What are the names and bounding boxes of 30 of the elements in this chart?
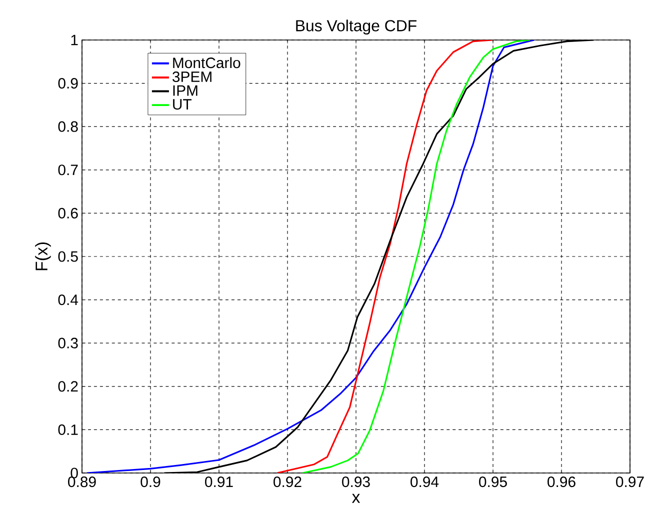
legend-label: IPM (173, 85, 198, 96)
x-tick-label: 0.9 (140, 476, 160, 488)
y-tick-label: 0.3 (58, 338, 78, 348)
y-tick-label: 0.6 (58, 208, 78, 218)
x-tick-label: 0.95 (479, 476, 507, 488)
x-tick-label: 0.91 (205, 476, 233, 488)
x-tick-label: 0.89 (68, 476, 96, 488)
x-axis-title: x (352, 494, 360, 503)
x-tick-label: 0.96 (548, 476, 576, 488)
line-series (302, 40, 531, 473)
x-tick-label: 0.97 (616, 476, 644, 488)
y-tick-label: 0.2 (58, 381, 78, 392)
y-axis-title: F(x) (35, 242, 51, 270)
legend-label: UT (173, 99, 192, 110)
y-tick-label: 0.5 (58, 251, 78, 262)
y-tick-label: 0.9 (58, 78, 78, 89)
x-tick-label: 0.93 (342, 476, 370, 488)
y-tick-label: 0.7 (58, 164, 78, 176)
chart-title: Bus Voltage CDF (296, 20, 416, 34)
x-tick-label: 0.94 (410, 476, 439, 488)
y-tick-label: 1 (71, 34, 78, 46)
x-tick-label: 0.92 (274, 476, 302, 488)
line-series (86, 40, 535, 473)
legend-label: MontCarlo (173, 57, 240, 68)
y-tick-label: 0 (70, 468, 78, 478)
y-tick-label: 0.1 (58, 424, 78, 435)
legend-label: 3PEM (172, 71, 212, 82)
y-tick-label: 0.8 (58, 121, 78, 132)
y-tick-label: 0.4 (58, 294, 78, 306)
line-series (276, 40, 494, 473)
